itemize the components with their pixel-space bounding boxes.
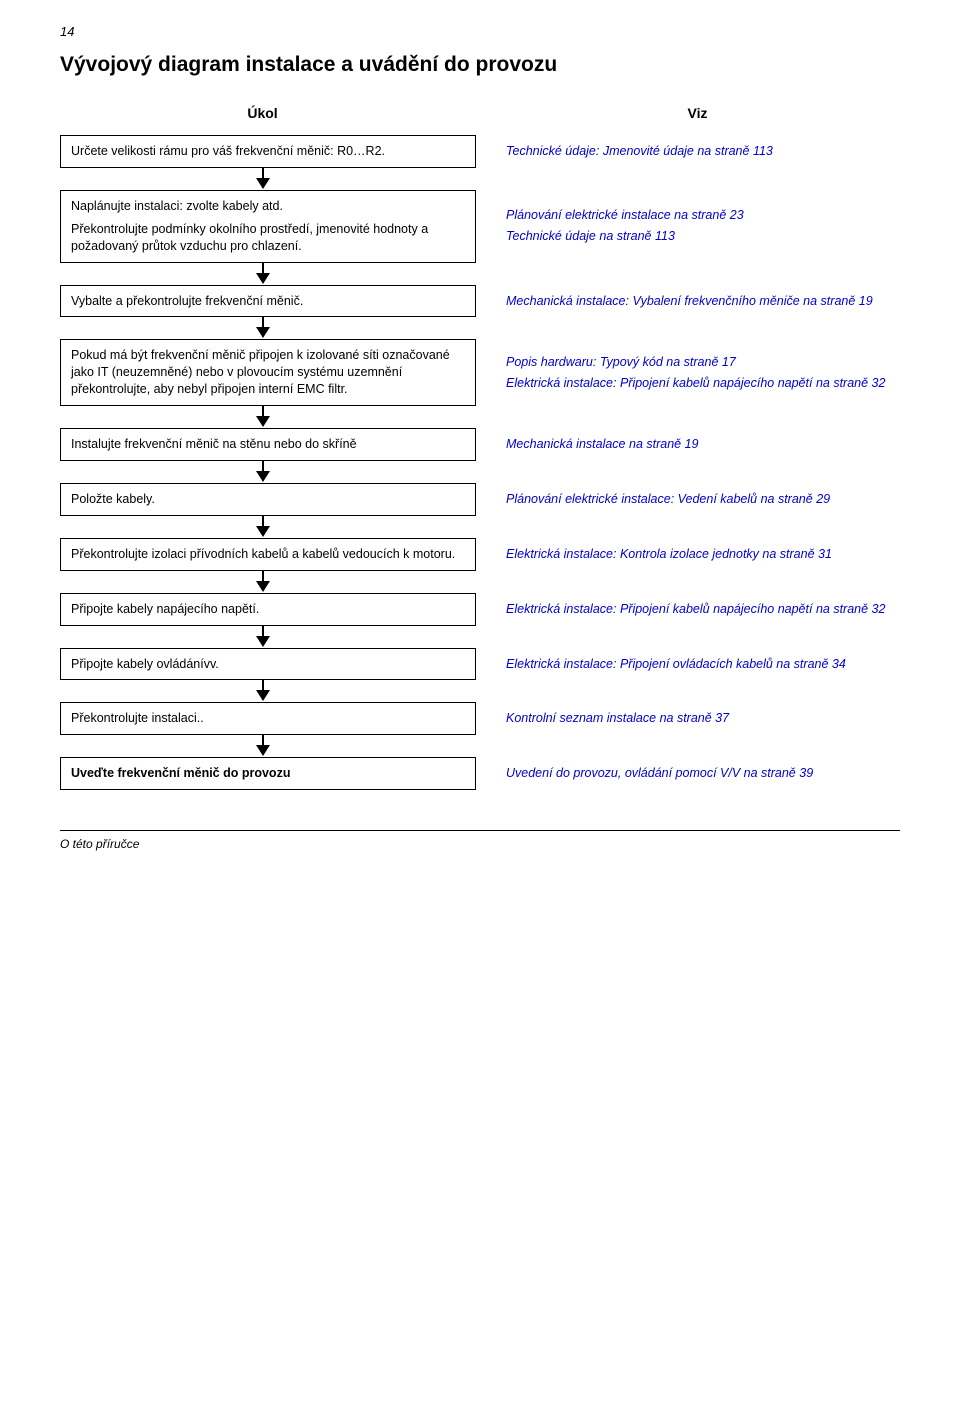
flowchart-body: Určete velikosti rámu pro váš frekvenční… bbox=[60, 135, 900, 790]
arrow-down-icon bbox=[254, 735, 272, 757]
arrow-row bbox=[60, 263, 900, 285]
page-number: 14 bbox=[60, 24, 900, 39]
ref-cell: Kontrolní seznam instalace na straně 37 bbox=[506, 702, 900, 735]
arrow-down-icon bbox=[254, 461, 272, 483]
arrow-row bbox=[60, 516, 900, 538]
arrow-down-icon bbox=[254, 406, 272, 428]
col-header-task: Úkol bbox=[247, 105, 277, 121]
arrow-down-icon bbox=[254, 168, 272, 190]
arrow-down-icon bbox=[254, 571, 272, 593]
arrow-row bbox=[60, 168, 900, 190]
arrow-down-icon bbox=[254, 317, 272, 339]
ref-cell: Uvedení do provozu, ovládání pomocí V/V … bbox=[506, 757, 900, 790]
ref-cell: Elektrická instalace: Připojení kabelů n… bbox=[506, 593, 900, 626]
ref-cell: Elektrická instalace: Kontrola izolace j… bbox=[506, 538, 900, 571]
col-header-ref: Viz bbox=[688, 105, 708, 121]
flow-row: Určete velikosti rámu pro váš frekvenční… bbox=[60, 135, 900, 168]
ref-cell: Mechanická instalace na straně 19 bbox=[506, 428, 900, 461]
ref-cell: Plánování elektrické instalace: Vedení k… bbox=[506, 483, 900, 516]
flow-row: Pokud má být frekvenční měnič připojen k… bbox=[60, 339, 900, 406]
flowchart: Úkol Viz bbox=[60, 105, 900, 135]
arrow-row bbox=[60, 571, 900, 593]
arrow-row bbox=[60, 626, 900, 648]
flow-row: Připojte kabely napájecího napětí. Elektr… bbox=[60, 593, 900, 626]
task-box: Vybalte a překontrolujte frekvenční měni… bbox=[60, 285, 476, 318]
arrow-row bbox=[60, 461, 900, 483]
task-box: Pokud má být frekvenční měnič připojen k… bbox=[60, 339, 476, 406]
arrow-row bbox=[60, 406, 900, 428]
flow-row: Položte kabely. Plánování elektrické inst… bbox=[60, 483, 900, 516]
arrow-down-icon bbox=[254, 263, 272, 285]
arrow-row bbox=[60, 680, 900, 702]
arrow-row bbox=[60, 735, 900, 757]
flow-row: Uveďte frekvenční měnič do provozu Uveden… bbox=[60, 757, 900, 790]
flow-row: Překontrolujte izolaci přívodních kabelů… bbox=[60, 538, 900, 571]
arrow-down-icon bbox=[254, 516, 272, 538]
footer-text: O této příručce bbox=[60, 837, 900, 851]
flow-row: Naplánujte instalaci: zvolte kabely atd.… bbox=[60, 190, 900, 263]
ref-cell: Plánování elektrické instalace na straně… bbox=[506, 190, 900, 263]
task-box: Překontrolujte instalaci.. bbox=[60, 702, 476, 735]
ref-cell: Popis hardwaru: Typový kód na straně 17E… bbox=[506, 339, 900, 406]
task-box: Položte kabely. bbox=[60, 483, 476, 516]
task-box: Připojte kabely napájecího napětí. bbox=[60, 593, 476, 626]
flow-row: Připojte kabely ovládánívv. Elektrická in… bbox=[60, 648, 900, 681]
task-box: Určete velikosti rámu pro váš frekvenční… bbox=[60, 135, 476, 168]
arrow-down-icon bbox=[254, 626, 272, 648]
task-box: Naplánujte instalaci: zvolte kabely atd.… bbox=[60, 190, 476, 263]
task-box: Uveďte frekvenční měnič do provozu bbox=[60, 757, 476, 790]
ref-cell: Elektrická instalace: Připojení ovládací… bbox=[506, 648, 900, 681]
flow-row: Překontrolujte instalaci.. Kontrolní sezn… bbox=[60, 702, 900, 735]
ref-cell: Mechanická instalace: Vybalení frekvenčn… bbox=[506, 285, 900, 318]
task-box: Instalujte frekvenční měnič na stěnu neb… bbox=[60, 428, 476, 461]
page-title: Vývojový diagram instalace a uvádění do … bbox=[60, 53, 900, 77]
task-box: Překontrolujte izolaci přívodních kabelů… bbox=[60, 538, 476, 571]
flow-row: Vybalte a překontrolujte frekvenční měni… bbox=[60, 285, 900, 318]
task-box: Připojte kabely ovládánívv. bbox=[60, 648, 476, 681]
arrow-row bbox=[60, 317, 900, 339]
ref-cell: Technické údaje: Jmenovité údaje na stra… bbox=[506, 135, 900, 168]
flow-row: Instalujte frekvenční měnič na stěnu neb… bbox=[60, 428, 900, 461]
footer-divider bbox=[60, 830, 900, 831]
arrow-down-icon bbox=[254, 680, 272, 702]
